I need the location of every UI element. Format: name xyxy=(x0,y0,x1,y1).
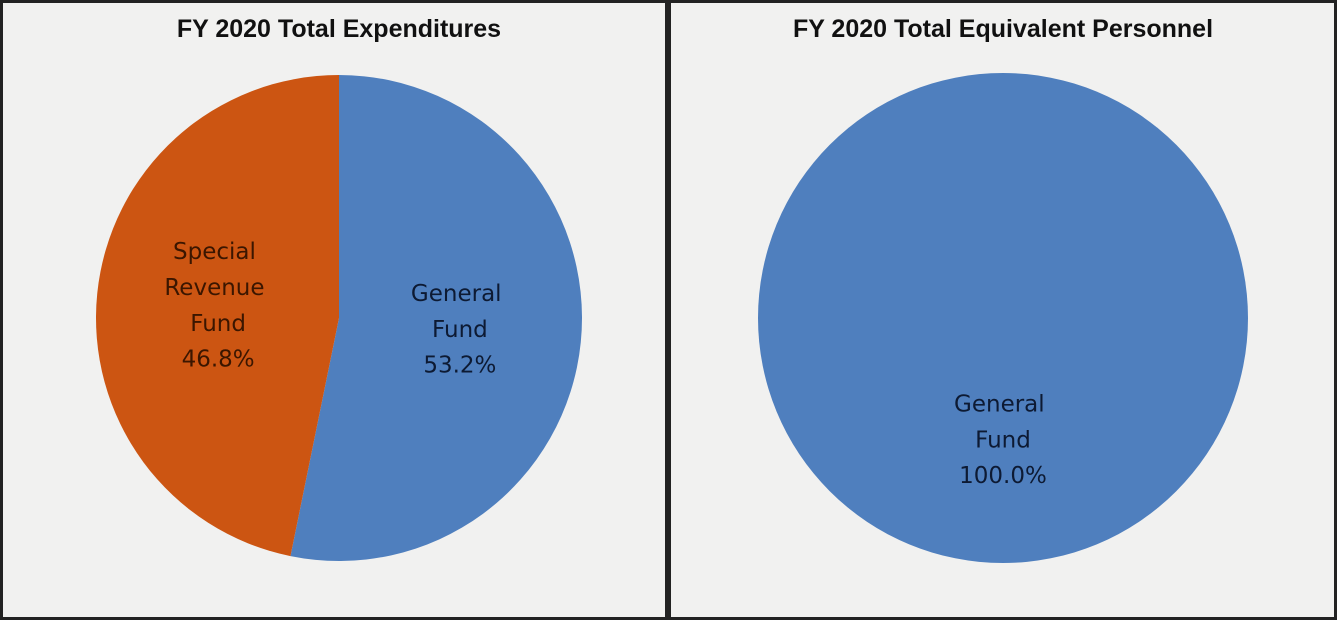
slice-label: General Fund xyxy=(954,391,1052,453)
slice-value-label: 53.2% xyxy=(423,353,496,379)
pie-slice xyxy=(96,75,339,557)
chart-title: FY 2020 Total Expenditures xyxy=(177,15,501,43)
slice-value-label: 46.8% xyxy=(182,346,255,372)
chart-title: FY 2020 Total Equivalent Personnel xyxy=(793,15,1213,43)
slice-label: General Fund xyxy=(411,281,509,343)
slice-label: Special Revenue Fund xyxy=(164,238,271,336)
pie-slice xyxy=(758,73,1248,563)
slice-value-label: 100.0% xyxy=(959,463,1047,489)
pie-slice xyxy=(290,75,582,561)
